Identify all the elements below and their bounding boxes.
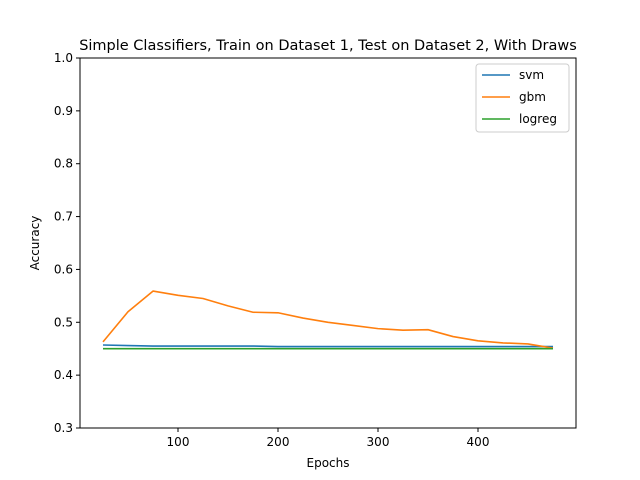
- x-tick-label: 200: [267, 435, 290, 449]
- y-axis: 0.3 0.4 0.5 0.6 0.7 0.8 0.9 1.0: [54, 51, 80, 435]
- legend: svm gbm logreg: [475, 63, 570, 133]
- legend-label-svm: svm: [519, 68, 544, 82]
- y-tick-label: 0.9: [54, 104, 73, 118]
- y-tick-label: 0.4: [54, 368, 73, 382]
- x-axis: 100 200 300 400: [167, 428, 490, 449]
- y-tick-label: 0.7: [54, 210, 73, 224]
- series-layer: [102, 290, 554, 350]
- x-tick-label: 100: [167, 435, 190, 449]
- legend-label-gbm: gbm: [519, 90, 546, 104]
- x-axis-label: Epochs: [307, 456, 350, 470]
- series-line-gbm: [102, 290, 554, 349]
- y-tick-label: 0.5: [54, 315, 73, 329]
- y-tick-label: 0.3: [54, 421, 73, 435]
- y-tick-label: 0.8: [54, 157, 73, 171]
- legend-box: [475, 63, 570, 133]
- legend-label-logreg: logreg: [519, 112, 557, 126]
- y-axis-label: Accuracy: [28, 216, 42, 271]
- series-line-svm: [102, 344, 553, 348]
- chart-title: Simple Classifiers, Train on Dataset 1, …: [79, 38, 577, 54]
- x-tick-label: 400: [467, 435, 490, 449]
- plot-frame: [79, 57, 577, 429]
- y-tick-label: 1.0: [54, 51, 73, 65]
- y-tick-label: 0.6: [54, 262, 73, 276]
- x-tick-label: 300: [367, 435, 390, 449]
